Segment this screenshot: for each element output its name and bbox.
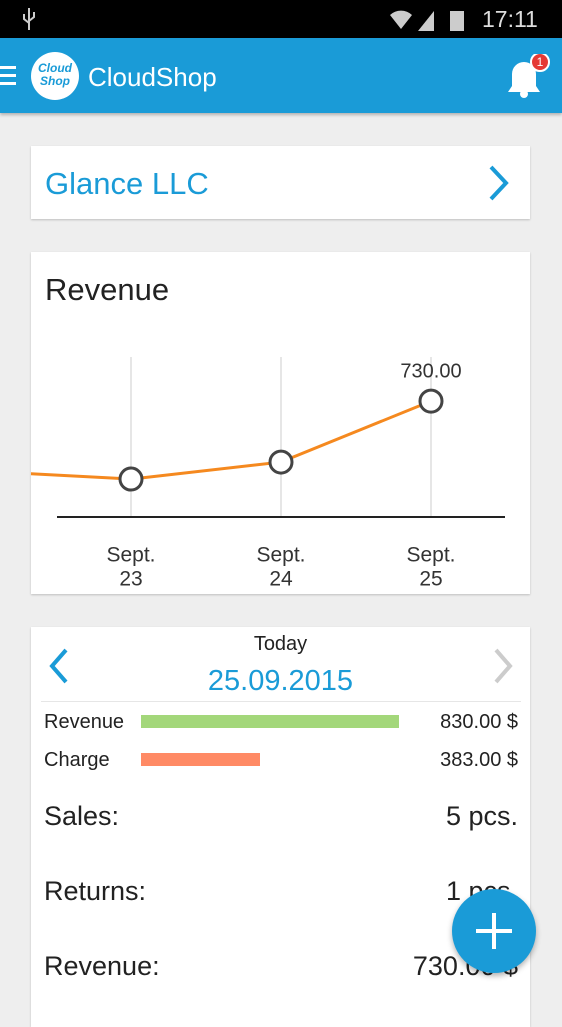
app-bar: Cloud Shop CloudShop 1 (0, 38, 562, 113)
x-tick-label: Sept. (106, 544, 155, 567)
point (268, 449, 294, 475)
bar (141, 715, 399, 728)
x-tick-label: Sept. (406, 544, 455, 567)
logo-text: Shop (40, 74, 70, 88)
divider (41, 701, 521, 702)
prev-day[interactable] (47, 647, 71, 685)
next-day[interactable] (491, 647, 515, 685)
app-title: CloudShop (88, 62, 217, 92)
period: Today (253, 633, 308, 655)
point (118, 466, 144, 492)
status-bar: 17:11 (0, 0, 562, 38)
notification-count: 1 (537, 55, 544, 69)
logo: Cloud Shop (31, 52, 79, 100)
bar-name: Charge (44, 749, 110, 771)
revenue-card: Revenue Sept. 23 Sept. 24 Sept. 25 730.00 (31, 252, 530, 594)
date: 25.09.2015 (207, 665, 354, 697)
menu-icon[interactable] (0, 64, 18, 88)
row-value: 5 pcs. (445, 801, 518, 831)
chevron-right (489, 165, 509, 201)
clock: 17:11 (482, 6, 538, 32)
summary-card: Today 25.09.2015 Revenue 830.00 $ Charge 38… (31, 627, 530, 1027)
card-title: Revenue (45, 272, 170, 307)
x-tick-label: 25 (419, 568, 442, 591)
line (31, 399, 432, 481)
row-label: Returns: (44, 876, 147, 906)
add-button[interactable] (452, 889, 536, 973)
logo-text: Cloud (38, 61, 72, 75)
row-label: Sales: (44, 801, 120, 831)
point (418, 388, 444, 414)
bar-value: 830.00 $ (440, 711, 518, 733)
status-icons (390, 10, 464, 31)
row-label: Revenue: (44, 951, 160, 981)
company-card[interactable]: Glance LLC (31, 146, 530, 219)
bar-value: 383.00 $ (440, 749, 518, 771)
value-label: 730.00 (400, 360, 461, 382)
plus-icon (476, 913, 512, 949)
bar (141, 753, 261, 766)
x-tick-label: 24 (269, 568, 293, 591)
x-tick-label: 23 (119, 568, 142, 591)
usb-icon (23, 8, 35, 30)
company-name: Glance LLC (45, 166, 209, 201)
x-tick-label: Sept. (256, 544, 305, 567)
bar-name: Revenue (44, 711, 125, 733)
notification-icon[interactable]: 1 (504, 54, 550, 98)
